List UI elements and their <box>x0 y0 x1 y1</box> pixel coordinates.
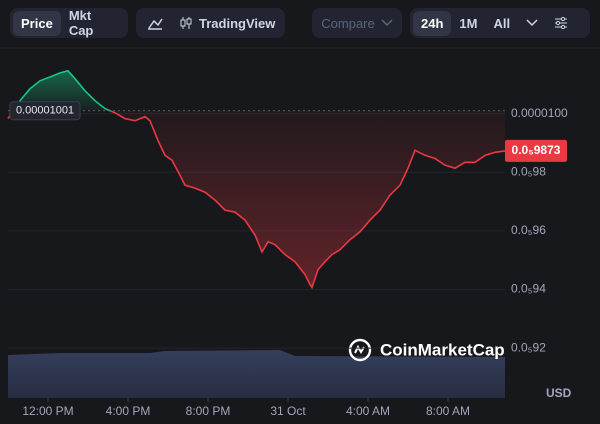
y-tick-label: 0.0₅96 <box>511 223 546 237</box>
compare-text: Compare <box>321 15 375 31</box>
baseline-label-box <box>9 101 81 121</box>
area-down <box>8 110 505 288</box>
compare[interactable]: Compare <box>312 8 402 38</box>
tradingview: TradingView <box>199 15 276 31</box>
candle-button[interactable]: TradingView <box>171 11 283 36</box>
x-tick-label: 31 Oct <box>270 404 306 418</box>
settings[interactable] <box>546 12 576 34</box>
tab[interactable]: Mkt Cap <box>68 8 94 38</box>
x-tick-label: 12:00 PM <box>22 404 73 418</box>
range[interactable]: All <box>493 15 511 31</box>
range[interactable]: 24h <box>413 10 452 36</box>
chart-tools: TradingView <box>136 8 285 38</box>
price-tag-label: 0.0₅9873 <box>512 143 561 157</box>
compare-label: Compare <box>313 11 400 36</box>
y-tick-label: 0.0₅94 <box>511 282 546 296</box>
view-tabs: Price Mkt Cap <box>10 8 128 38</box>
x-tick-label: 8:00 AM <box>426 404 470 418</box>
more-ranges[interactable] <box>518 14 546 32</box>
range-tabs: 24h 1M All <box>410 8 590 38</box>
price-tag <box>505 139 567 162</box>
price-line-up <box>12 69 113 111</box>
watermark: CoinMarketCap <box>380 340 505 359</box>
range[interactable]: 1M <box>459 15 478 31</box>
x-tick-label: 4:00 PM <box>106 404 151 418</box>
y-tick-label: 0.0₅92 <box>511 340 546 354</box>
volume-area <box>8 350 505 398</box>
x-tick-label: 8:00 PM <box>186 404 231 418</box>
x-tick-label: 4:00 AM <box>346 404 390 418</box>
area-up <box>13 70 111 111</box>
watermark-logo <box>348 338 372 362</box>
line-chart-button[interactable] <box>139 11 171 35</box>
tab[interactable]: Price <box>13 10 61 36</box>
y-tick-label: 0.0000100 <box>511 106 568 120</box>
y-axis-label: USD <box>546 386 572 400</box>
y-tick-label: 0.0₅98 <box>511 164 546 178</box>
baseline-label: 0.00001001 <box>16 105 74 117</box>
price-line-down <box>7 110 506 290</box>
